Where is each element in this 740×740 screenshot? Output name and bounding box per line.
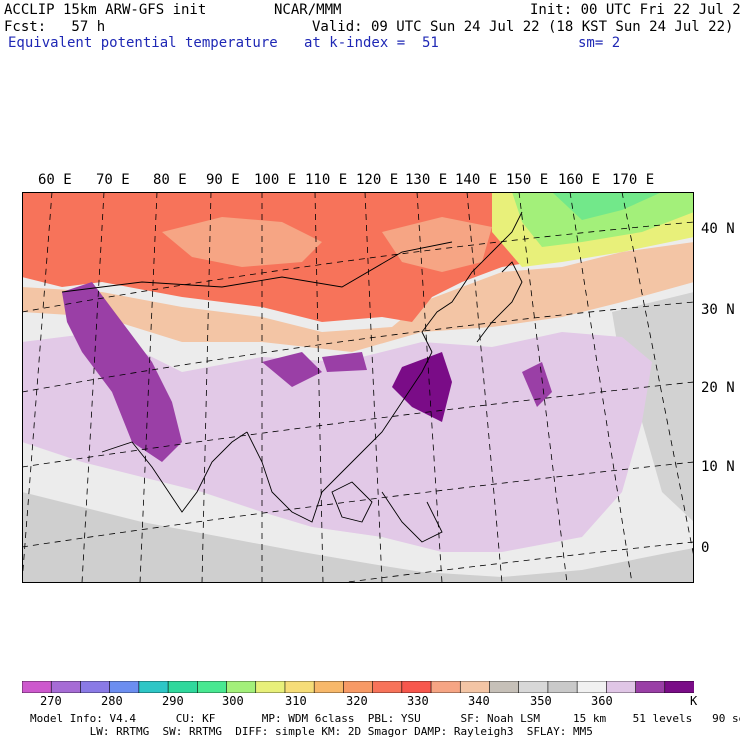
coastline-east-asia — [421, 211, 523, 353]
field-name: Equivalent potential temperature — [8, 35, 278, 51]
colorbar-swatch — [22, 681, 53, 693]
lon-label: 70 E — [96, 172, 130, 188]
field-region-purple — [522, 362, 552, 407]
forecast-hour: Fcst: 57 h — [4, 19, 106, 35]
colorbar-label: 340 — [468, 694, 490, 708]
coastline-islands — [381, 491, 443, 543]
theta-e-map — [22, 192, 694, 583]
coastline-seasia — [246, 351, 433, 523]
lat-label: 10 N — [701, 459, 735, 475]
colorbar-label: 290 — [162, 694, 184, 708]
colorbar-swatch — [197, 681, 228, 693]
colorbar-swatch — [401, 681, 432, 693]
valid-time: Valid: 09 UTC Sun 24 Jul 22 (18 KST Sun … — [312, 19, 734, 35]
organization-label: NCAR/MMM — [274, 2, 342, 18]
lon-label: 120 E — [356, 172, 399, 188]
model-info-line1: Model Info: V4.4 CU: KF MP: WDM 6class P… — [30, 712, 740, 725]
graticule-group — [22, 192, 694, 583]
lon-label: 90 E — [206, 172, 240, 188]
lon-label: 150 E — [506, 172, 549, 188]
colorbar-swatch — [547, 681, 578, 693]
colorbar-label: 350 — [530, 694, 552, 708]
lon-label: 160 E — [558, 172, 601, 188]
colorbar-swatch — [138, 681, 169, 693]
colorbar-label: 270 — [40, 694, 62, 708]
field-region-light-purple — [22, 332, 652, 552]
field-region-light-red — [162, 217, 322, 267]
field-region-purple — [392, 352, 452, 422]
lat-label: 40 N — [701, 221, 735, 237]
colorbar-swatch — [489, 681, 520, 693]
smoothing-label: sm= 2 — [578, 35, 621, 51]
lat-label: 30 N — [701, 302, 735, 318]
border-interior — [61, 241, 453, 293]
colorbar-label: 280 — [101, 694, 123, 708]
colorbar — [22, 681, 694, 693]
coastline-india — [101, 431, 248, 513]
colorbar-swatch — [284, 681, 315, 693]
colorbar-swatch — [50, 681, 82, 693]
colorbar-label: 310 — [285, 694, 307, 708]
map-frame — [22, 192, 694, 583]
coastline-borneo — [331, 481, 373, 523]
colorbar-label: 300 — [222, 694, 244, 708]
colorbar-label: 320 — [346, 694, 368, 708]
colorbar-swatch — [576, 681, 608, 693]
colorbar-swatch — [80, 681, 111, 693]
lon-label: 100 E — [254, 172, 297, 188]
colorbar-swatch — [226, 681, 257, 693]
colorbar-swatch — [372, 681, 403, 693]
colorbar-swatch — [343, 681, 374, 693]
lon-label: 80 E — [153, 172, 187, 188]
coastline-group — [61, 211, 523, 543]
lon-label: 140 E — [455, 172, 498, 188]
lon-line — [621, 192, 694, 558]
colorbar-unit: K — [690, 694, 698, 708]
field-region-light-red — [382, 217, 492, 272]
colorbar-swatch — [518, 681, 549, 693]
colorbar-label: 330 — [407, 694, 429, 708]
lat-label: 0 — [701, 540, 710, 556]
colorbar-swatch — [664, 681, 694, 693]
colorbar-swatch — [255, 681, 286, 693]
lon-label: 60 E — [38, 172, 72, 188]
field-region-purple — [322, 352, 367, 372]
colorbar-label: 360 — [591, 694, 613, 708]
field-region-purple — [262, 352, 322, 387]
init-time: Init: 00 UTC Fri 22 Jul 22 — [530, 2, 740, 18]
field-region-green — [512, 192, 694, 247]
colorbar-swatch — [459, 681, 491, 693]
lat-label: 20 N — [701, 380, 735, 396]
colorbar-swatch — [430, 681, 462, 693]
colorbar-swatch — [635, 681, 666, 693]
colorbar-swatch — [313, 681, 345, 693]
lon-label: 110 E — [305, 172, 348, 188]
lon-label: 170 E — [612, 172, 655, 188]
lon-label: 130 E — [405, 172, 448, 188]
colorbar-swatch — [109, 681, 140, 693]
coastline-japan — [476, 261, 523, 343]
field-region-tan — [22, 242, 694, 352]
colorbar-swatch — [606, 681, 637, 693]
model-title: ACCLIP 15km ARW-GFS init — [4, 2, 207, 18]
level-label: at k-index = 51 — [304, 35, 439, 51]
model-info-line2: LW: RRTMG SW: RRTMG DIFF: simple KM: 2D … — [30, 725, 593, 738]
colorbar-swatch — [167, 681, 199, 693]
field-region-green — [552, 192, 662, 220]
field-region-purple — [62, 282, 182, 462]
field-region-grey — [22, 492, 694, 583]
